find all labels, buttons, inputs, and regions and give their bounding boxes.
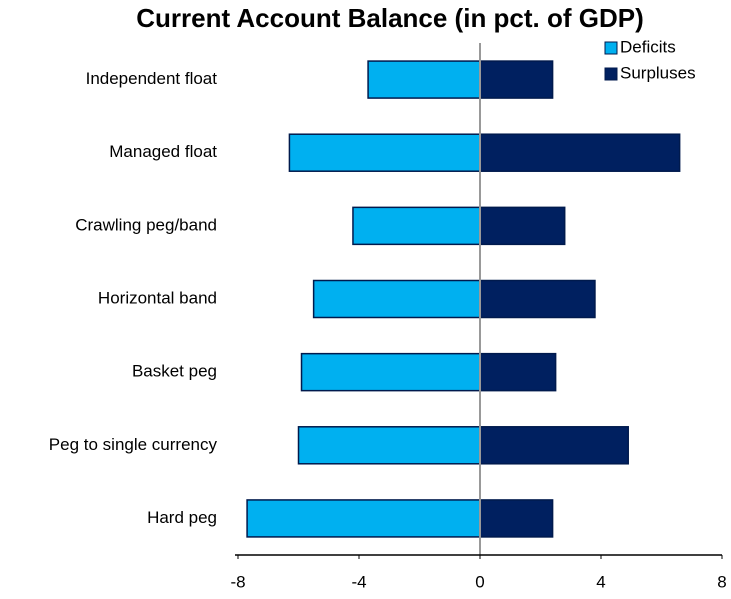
- legend-label: Surpluses: [620, 63, 696, 82]
- bar: [297, 426, 481, 465]
- bar: [479, 499, 554, 538]
- y-tick-label: Basket peg: [132, 362, 217, 381]
- bar: [479, 206, 566, 246]
- chart-title: Current Account Balance (in pct. of GDP): [136, 3, 644, 33]
- bar: [479, 133, 681, 172]
- y-tick-label: Crawling peg/band: [75, 215, 217, 234]
- x-tick-label: -8: [230, 572, 245, 591]
- bar: [479, 60, 554, 99]
- legend-swatch: [604, 41, 618, 55]
- y-tick-label: Managed float: [109, 142, 217, 161]
- bar: [246, 499, 481, 538]
- bar: [479, 352, 557, 392]
- bar: [352, 206, 481, 246]
- y-tick-label: Independent float: [86, 69, 218, 88]
- x-tick-label: 0: [475, 572, 484, 591]
- bar: [288, 133, 481, 172]
- legend-swatch: [604, 67, 618, 81]
- legend-label: Deficits: [620, 37, 676, 56]
- x-tick-label: 4: [596, 572, 605, 591]
- y-tick-label: Peg to single currency: [49, 435, 218, 454]
- y-tick-label: Horizontal band: [98, 288, 217, 307]
- bar: [479, 426, 629, 465]
- bar: [367, 60, 481, 99]
- y-tick-label: Hard peg: [147, 508, 217, 527]
- bar: [300, 352, 481, 392]
- x-tick-label: 8: [717, 572, 726, 591]
- bar: [479, 279, 596, 319]
- bar: [312, 279, 481, 319]
- x-tick-label: -4: [351, 572, 366, 591]
